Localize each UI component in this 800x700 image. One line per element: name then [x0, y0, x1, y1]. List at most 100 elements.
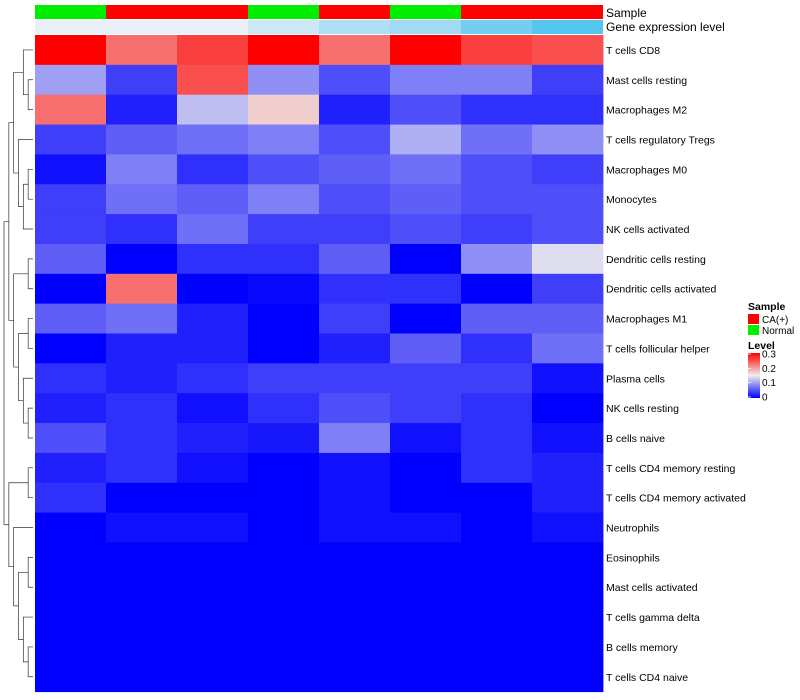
gene-track-label: Gene expression level [606, 20, 725, 34]
heatmap-cell [532, 273, 604, 305]
heatmap-cell [532, 572, 604, 603]
dendrogram-branch [27, 318, 33, 349]
heatmap-cell [106, 184, 178, 215]
heatmap-cell [461, 184, 533, 215]
heatmap-cell [390, 154, 462, 185]
heatmap-cell [106, 572, 178, 603]
heatmap-cell [532, 243, 604, 275]
heatmap-cell [35, 602, 107, 633]
heatmap-cell [319, 452, 391, 484]
heatmap-cell [177, 482, 249, 513]
heatmap-cell [532, 423, 604, 454]
heatmap-cell [106, 452, 178, 484]
dendrogram-branch [27, 467, 33, 499]
row-label: Eosinophils [606, 552, 660, 564]
heatmap-cell [35, 94, 107, 125]
level-tick-label: 0 [762, 393, 768, 404]
heatmap-cell [177, 512, 249, 543]
heatmap-cell [532, 64, 604, 96]
dendrogram-branch [27, 79, 33, 110]
heatmap-cell [35, 482, 107, 513]
dendrogram-branch [8, 482, 29, 568]
heatmap-cell [35, 303, 107, 334]
heatmap-cell [532, 482, 604, 513]
heatmap-cell [461, 363, 533, 394]
heatmap-cell [35, 512, 107, 543]
heatmap-cell [177, 214, 249, 245]
heatmap-cell [461, 452, 533, 484]
heatmap-cell [248, 393, 320, 424]
gene-track-cell [461, 20, 532, 34]
heatmap-cell [248, 333, 320, 364]
heatmap-cell [35, 632, 107, 663]
gene-track-cell [390, 20, 461, 34]
heatmap-cell [106, 124, 178, 155]
heatmap-cell [532, 35, 604, 66]
heatmap-cell [248, 572, 320, 603]
heatmap-cell [532, 542, 604, 573]
heatmap-cell [106, 363, 178, 394]
heatmap-cell [248, 94, 320, 125]
heatmap-cell [532, 184, 604, 215]
heatmap-cell [248, 273, 320, 305]
heatmap-cell [177, 572, 249, 603]
heatmap-cell [177, 452, 249, 484]
heatmap-cell [177, 661, 249, 693]
heatmap-cell [177, 333, 249, 364]
sample-legend-title: Sample [748, 301, 786, 313]
heatmap-cell [390, 273, 462, 305]
heatmap-cell [106, 64, 178, 96]
heatmap-cell [390, 542, 462, 573]
heatmap-cell [319, 363, 391, 394]
heatmap-cell [461, 214, 533, 245]
heatmap-cell [319, 64, 391, 96]
heatmap-cell [461, 35, 533, 66]
heatmap-cell [35, 452, 107, 484]
row-label: Neutrophils [606, 523, 659, 535]
heatmap-cell [248, 35, 320, 66]
heatmap-cell [319, 184, 391, 215]
heatmap-cell [248, 482, 320, 513]
heatmap-cell [319, 333, 391, 364]
heatmap-cell [461, 64, 533, 96]
heatmap-cell [35, 572, 107, 603]
heatmap-cell [106, 94, 178, 125]
heatmap-cell [177, 423, 249, 454]
heatmap-cell [177, 154, 249, 185]
heatmap-cell [35, 273, 107, 305]
sample-track-label: Sample [606, 6, 647, 20]
heatmap-cell [461, 303, 533, 334]
heatmap-cell [106, 214, 178, 245]
heatmap-cell [390, 94, 462, 125]
heatmap-cell [461, 632, 533, 663]
heatmap-cell [390, 243, 462, 275]
heatmap-cell [532, 393, 604, 424]
sample-track-cell [390, 5, 461, 19]
heatmap-cell [319, 423, 391, 454]
row-dendrogram [3, 49, 33, 678]
sample-legend-swatch [748, 325, 759, 335]
heatmap-cell [319, 35, 391, 66]
heatmap-cell [319, 661, 391, 693]
heatmap-cell [177, 393, 249, 424]
heatmap-cell [35, 35, 107, 66]
level-legend-title: Level [748, 340, 775, 352]
heatmap-cell [177, 542, 249, 573]
heatmap-cell [390, 363, 462, 394]
heatmap-cell [106, 273, 178, 305]
heatmap-cell [106, 303, 178, 334]
row-label: Plasma cells [606, 373, 665, 385]
heatmap-cell [532, 154, 604, 185]
heatmap-cell [177, 632, 249, 663]
heatmap-cell [248, 243, 320, 275]
heatmap-cell [177, 35, 249, 66]
row-labels: T cells CD8 Mast cells resting Macrophages… [606, 45, 746, 684]
heatmap-cell [248, 661, 320, 693]
row-label: Macrophages M1 [606, 314, 687, 326]
heatmap-cell [106, 602, 178, 633]
heatmap-cell [390, 303, 462, 334]
heatmap-cell [319, 632, 391, 663]
heatmap-cell [461, 602, 533, 633]
dendrogram-branch [27, 557, 33, 588]
heatmap-cell [177, 184, 249, 215]
